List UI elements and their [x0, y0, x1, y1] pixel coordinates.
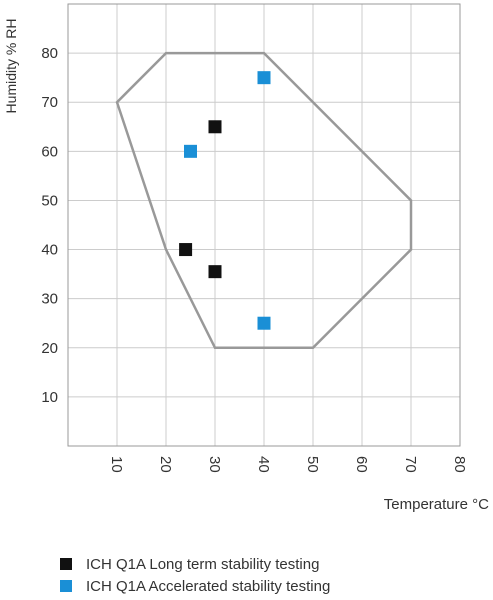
- x-tick-label: 60: [353, 456, 370, 473]
- grid: [68, 4, 461, 446]
- legend-item-accelerated: ICH Q1A Accelerated stability testing: [60, 575, 330, 597]
- x-tick-label: 10: [108, 456, 125, 473]
- legend: ICH Q1A Long term stability testing ICH …: [60, 553, 330, 597]
- plot-frame: [67, 3, 461, 447]
- x-tick-label: 40: [255, 456, 272, 473]
- point-long-term: [179, 243, 193, 257]
- y-axis-label: Humidity % RH: [3, 19, 19, 114]
- y-tick-label: 40: [41, 242, 58, 259]
- y-tick-label: 50: [41, 192, 58, 209]
- x-tick-label: 70: [402, 456, 419, 473]
- chart: 10 20 30 40 50 60 70 80 10 20 30 40 50 60 70 80 Humidi…: [3, 3, 489, 513]
- y-tick-label: 60: [41, 143, 58, 160]
- x-tick-label: 50: [304, 456, 321, 473]
- point-accelerated: [184, 144, 197, 158]
- y-tick-label: 70: [41, 94, 58, 111]
- legend-swatch-accelerated: [60, 580, 72, 592]
- legend-swatch-long-term: [60, 558, 72, 570]
- y-tick-label: 30: [41, 291, 58, 308]
- x-tick-labels: 10 20 30 40 50 60 70 80: [108, 456, 468, 473]
- x-tick-label: 80: [451, 456, 468, 473]
- y-tick-label: 10: [41, 389, 58, 406]
- y-tick-label: 80: [41, 45, 58, 62]
- climatic-zone-region: [115, 51, 413, 350]
- point-accelerated: [257, 71, 271, 85]
- x-tick-label: 20: [157, 456, 174, 473]
- legend-item-long-term: ICH Q1A Long term stability testing: [60, 553, 330, 575]
- legend-label-accelerated: ICH Q1A Accelerated stability testing: [86, 577, 331, 595]
- data-points: [179, 71, 271, 330]
- x-tick-label: 30: [206, 456, 223, 473]
- point-accelerated: [257, 316, 271, 330]
- x-axis-label: Temperature °C: [384, 496, 489, 513]
- point-long-term: [208, 265, 222, 279]
- y-tick-label: 20: [41, 340, 58, 357]
- point-long-term: [208, 120, 222, 134]
- y-tick-labels: 10 20 30 40 50 60 70 80: [41, 45, 58, 406]
- legend-label-long-term: ICH Q1A Long term stability testing: [86, 555, 320, 573]
